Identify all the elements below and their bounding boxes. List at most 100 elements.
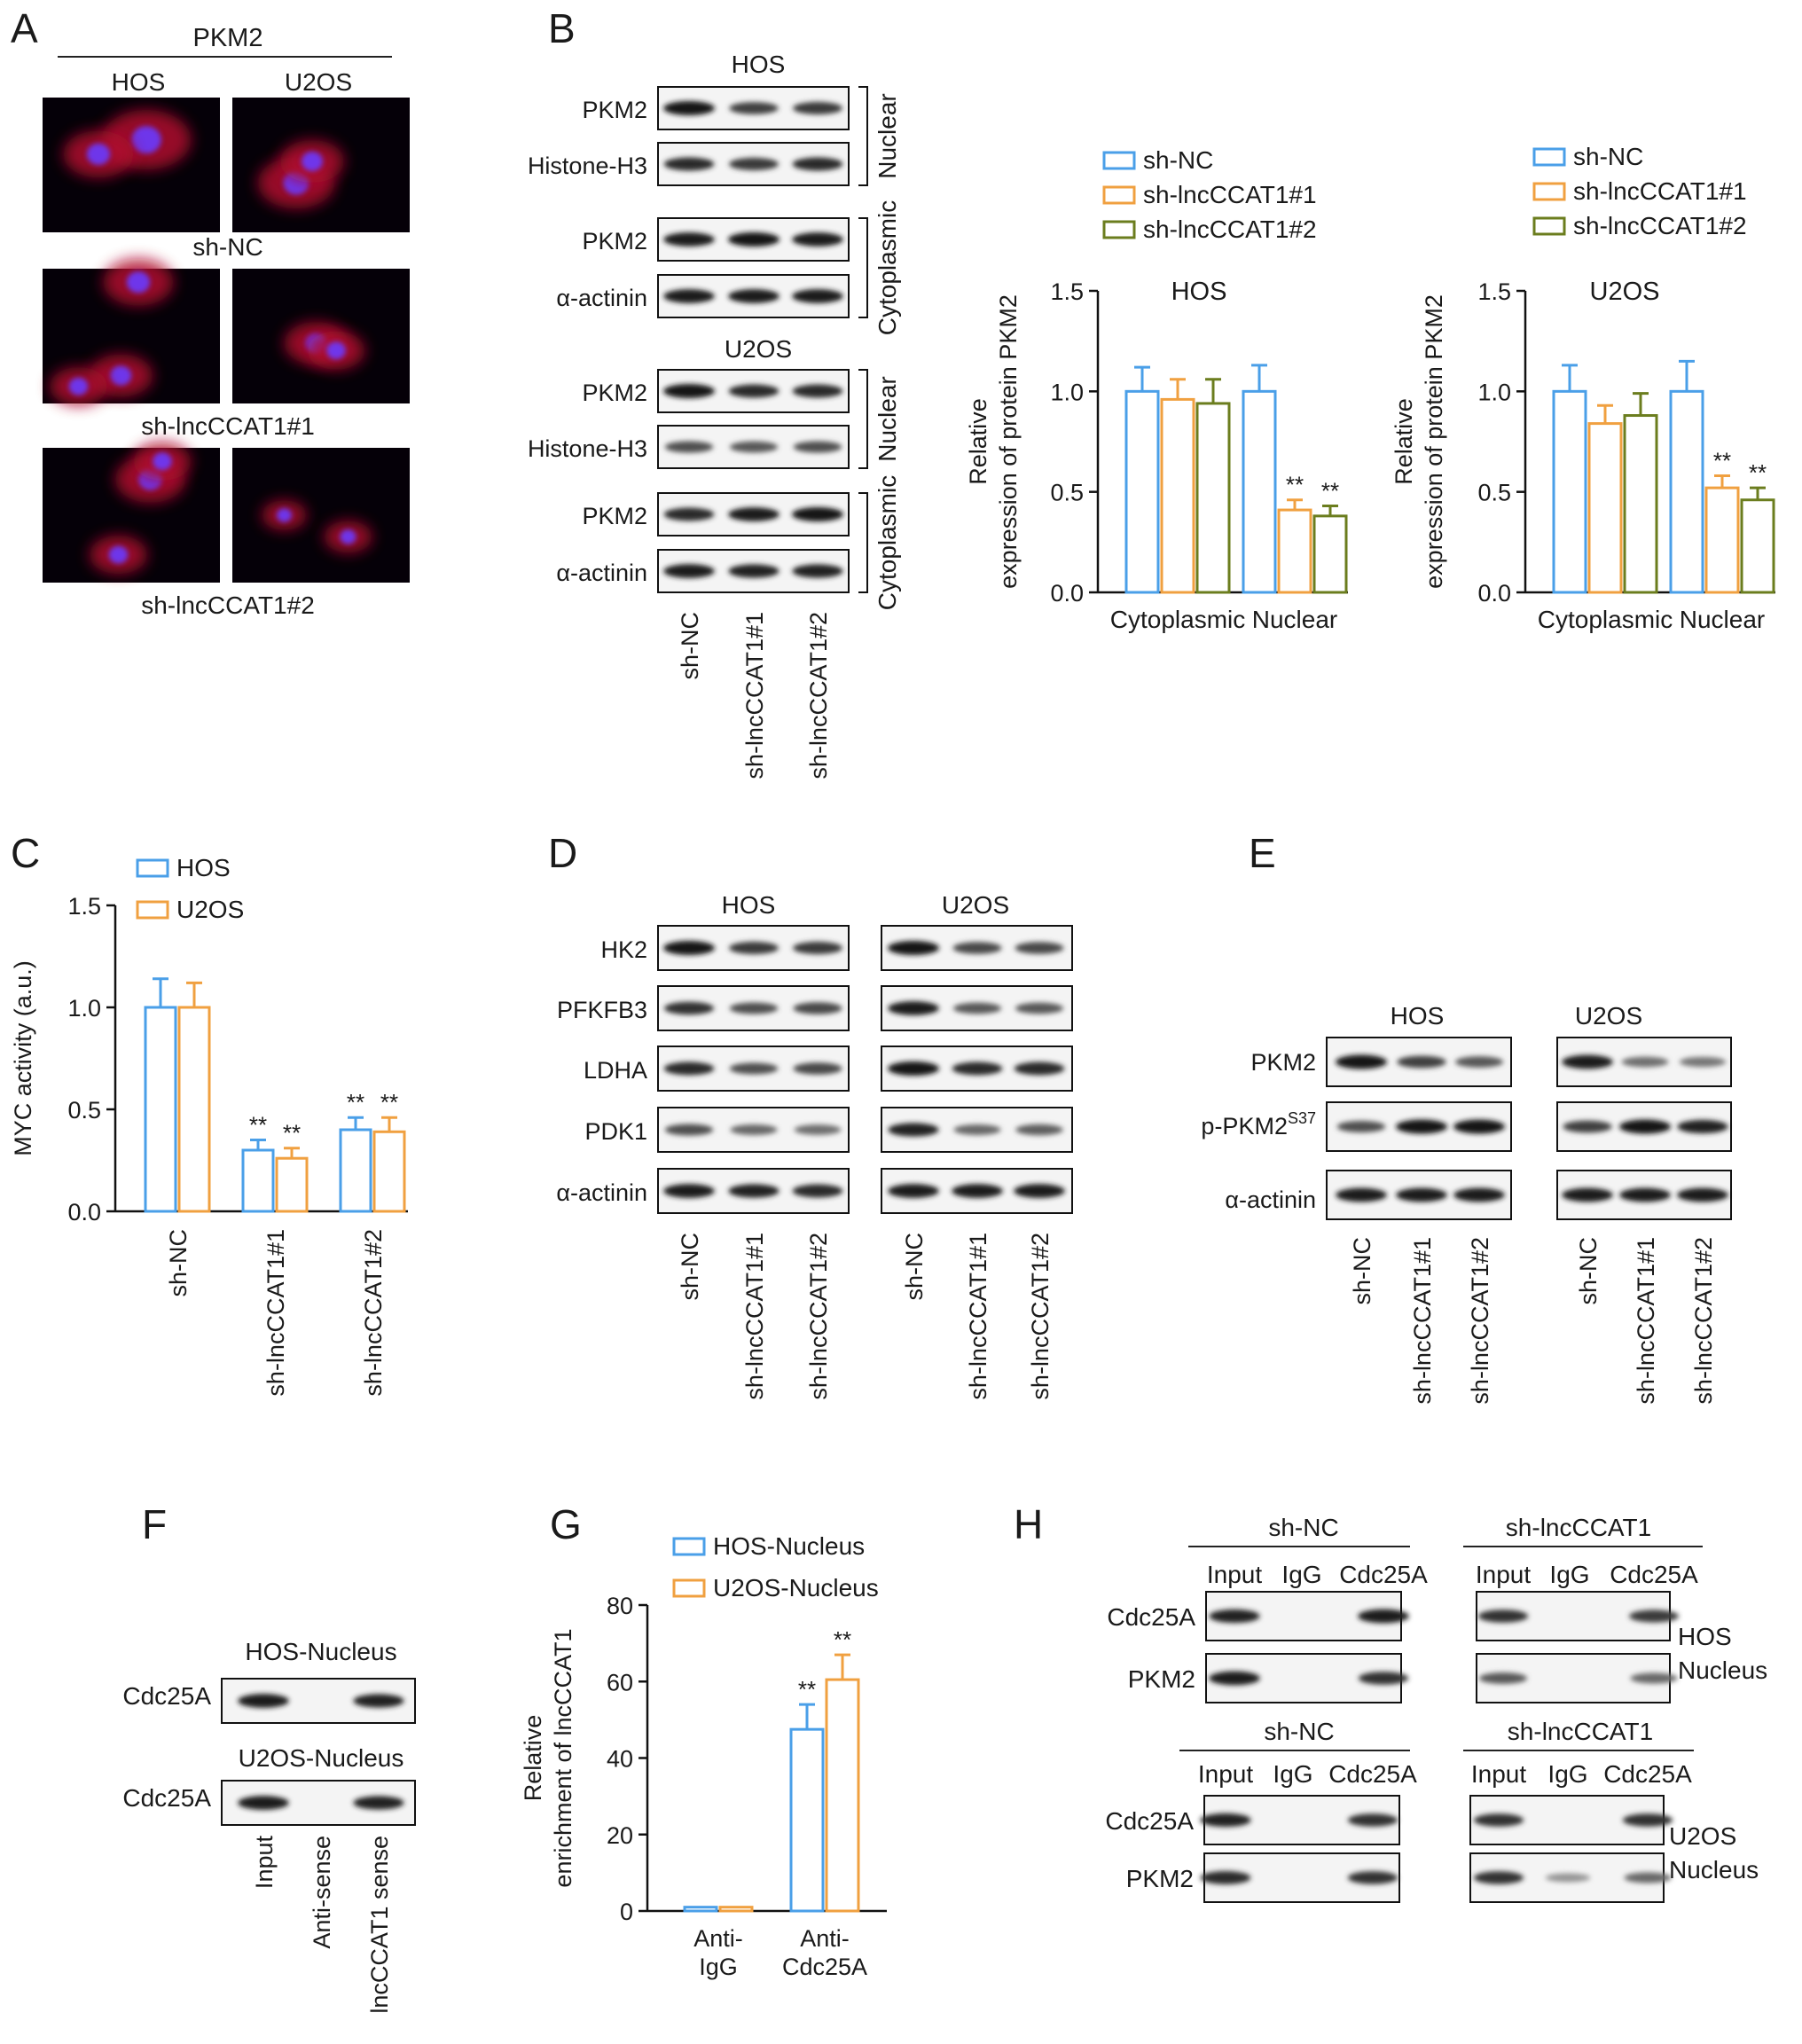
- panel-b-blot-7: [657, 492, 850, 536]
- panel-e-blot-2-1-band-3: [1679, 1056, 1727, 1068]
- panel-e-lane-label-2-3: sh-lncCCAT1#2: [1690, 1237, 1717, 1405]
- panel-b-row-label-3: PKM2: [582, 228, 647, 255]
- panel-d-lane-label-2-1: sh-NC: [901, 1233, 928, 1301]
- significance-mark: **: [347, 1089, 364, 1116]
- panel-h-row-label-1-2: PKM2: [1128, 1665, 1195, 1693]
- panel-b-blot-5-band-2: [728, 384, 780, 398]
- significance-mark: **: [834, 1626, 851, 1653]
- panel-b-fraction-4: Cytoplasmic: [874, 475, 901, 610]
- panel-e-blot-2-1-band-2: [1621, 1056, 1669, 1068]
- bar-sh-lncCCAT1#2-0: [1195, 402, 1231, 594]
- panel-h-blot-2-2: [1476, 1653, 1678, 1703]
- significance-mark: **: [1286, 472, 1304, 498]
- panel-b-blot-7-band-1: [663, 507, 715, 521]
- panel-b-row-label-8: α-actinin: [556, 560, 647, 586]
- nucleus-stain: [126, 271, 151, 294]
- fluorescence-image-r1-c1: [43, 98, 220, 232]
- legend-label: sh-NC: [1573, 143, 1643, 170]
- significance-mark: **: [380, 1089, 398, 1116]
- bar-HOS-0: [144, 1006, 177, 1213]
- panel-h-side-u2os-2: Nucleus: [1669, 1856, 1759, 1883]
- nucleus-stain: [153, 452, 172, 471]
- panel-e-blot-2-3-band-3: [1677, 1187, 1728, 1202]
- bar-U2OS-Nucleus-0: [718, 1906, 754, 1913]
- panel-d-blot-2-1-band-1: [888, 941, 939, 955]
- panel-b-blot-2-band-2: [729, 157, 779, 171]
- bar-sh-lncCCAT1#2-0: [1623, 414, 1658, 594]
- panel-h-blot-3-1: [1200, 1795, 1400, 1845]
- panel-h-row-label-3-1: Cdc25A: [1105, 1807, 1194, 1835]
- panel-b-row-label-4: α-actinin: [556, 285, 647, 311]
- panel-d-blot-1-1-band-3: [793, 941, 842, 955]
- panel-h-blot-4-2-band-1: [1473, 1871, 1524, 1884]
- y-tick-label: 80: [607, 1593, 633, 1619]
- panel-d-lane-label-2-2: sh-lncCCAT1#1: [965, 1233, 991, 1400]
- panel-d-blot-2-5: [881, 1168, 1073, 1214]
- panel-h-lane-label-2-1: Input: [1476, 1561, 1531, 1588]
- panel-e-blot-2-2: [1556, 1101, 1732, 1152]
- panel-d-blot-1-5-band-3: [792, 1184, 843, 1198]
- legend-label: sh-lncCCAT1#2: [1143, 215, 1317, 243]
- panel-d-blot-2-3-band-2: [952, 1061, 1003, 1076]
- panel-e-lane-label-1-2: sh-lncCCAT1#1: [1409, 1237, 1436, 1405]
- fluorescence-image-r2-c2: [232, 269, 410, 403]
- panel-b-row-label-5: PKM2: [582, 380, 647, 406]
- panel-a-col-u2os: U2OS: [285, 68, 352, 96]
- nucleus-stain: [131, 126, 161, 154]
- y-tick-label: 0.0: [1050, 580, 1084, 607]
- panel-d-blot-1-3-band-2: [729, 1062, 779, 1075]
- legend-label: sh-NC: [1143, 146, 1213, 174]
- panel-f-header-u2os: U2OS-Nucleus: [239, 1744, 404, 1772]
- panel-b-blot-6: [657, 425, 850, 469]
- panel-b-blot-3-band-3: [792, 232, 843, 247]
- panel-e-blot-1-2-band-2: [1396, 1119, 1447, 1134]
- legend-label: sh-lncCCAT1#2: [1573, 212, 1747, 239]
- panel-h-blot-2-1-band-3: [1629, 1609, 1679, 1623]
- panel-h-lane-label-4-1: Input: [1471, 1760, 1526, 1788]
- panel-d-blot-2-4-band-3: [1015, 1124, 1063, 1136]
- panel-d-row-label-5: α-actinin: [556, 1179, 647, 1206]
- panel-e-row-pkm2: PKM2: [1250, 1049, 1316, 1076]
- y-axis-label: MYC activity (a.u.): [10, 960, 36, 1156]
- panel-h-group-4: sh-lncCCAT1: [1508, 1718, 1653, 1745]
- panel-b-lane-label-1: sh-NC: [677, 612, 703, 680]
- panel-b-blot-3-band-1: [663, 232, 715, 247]
- panel-e-blot-1-2: [1326, 1101, 1512, 1152]
- panel-b-blot-2-band-1: [663, 157, 715, 171]
- nucleus-stain: [110, 365, 132, 386]
- panel-b-blot-8-band-1: [663, 564, 715, 578]
- panel-b-blot-7-band-2: [728, 507, 780, 521]
- panel-b-blot-8-band-2: [728, 564, 780, 578]
- legend-swatch: [136, 858, 169, 878]
- panel-d-blot-2-3-band-1: [888, 1061, 939, 1076]
- fluorescence-image-r2-c1: [43, 258, 220, 406]
- bar-sh-lncCCAT1#1-1: [1704, 486, 1740, 594]
- panel-letter-h: H: [1014, 1501, 1043, 1547]
- panel-f-header-hos: HOS-Nucleus: [245, 1638, 396, 1665]
- x-category-label: Anti-: [800, 1925, 850, 1952]
- panel-e-blot-2-2-band-2: [1619, 1119, 1671, 1134]
- nucleus-stain: [326, 341, 346, 360]
- panel-d-cellline-u2os: U2OS: [942, 891, 1009, 919]
- panel-e-cellline-u2os: U2OS: [1575, 1002, 1642, 1030]
- fluorescence-image-r1-c2: [232, 98, 410, 232]
- panel-b-blot-2: [657, 142, 850, 186]
- panel-h-lane-label-1-2: IgG: [1281, 1561, 1321, 1588]
- y-tick-label: 1.0: [1477, 379, 1511, 405]
- bar-sh-lncCCAT1#1-0: [1587, 422, 1623, 594]
- panel-h-group-2: sh-lncCCAT1: [1506, 1514, 1651, 1541]
- x-category-label: IgG: [699, 1954, 738, 1980]
- bar-sh-NC-0: [1552, 389, 1587, 594]
- panel-d-blot-2-4: [881, 1107, 1073, 1153]
- legend-swatch: [136, 900, 169, 920]
- significance-mark: **: [1749, 459, 1767, 486]
- panel-h-lane-label-4-3: Cdc25A: [1603, 1760, 1692, 1788]
- panel-h-blot-1-2-band-3: [1358, 1672, 1409, 1685]
- panel-letter-d: D: [548, 830, 577, 876]
- panel-b-blot-6-band-1: [664, 441, 714, 453]
- panel-d-blot-2-3-band-3: [1014, 1061, 1065, 1076]
- panel-letter-f: F: [142, 1501, 167, 1547]
- panel-h-lane-label-3-3: Cdc25A: [1328, 1760, 1417, 1788]
- panel-h-group-1: sh-NC: [1268, 1514, 1338, 1541]
- panel-d-blot-2-2-band-2: [952, 1002, 1002, 1014]
